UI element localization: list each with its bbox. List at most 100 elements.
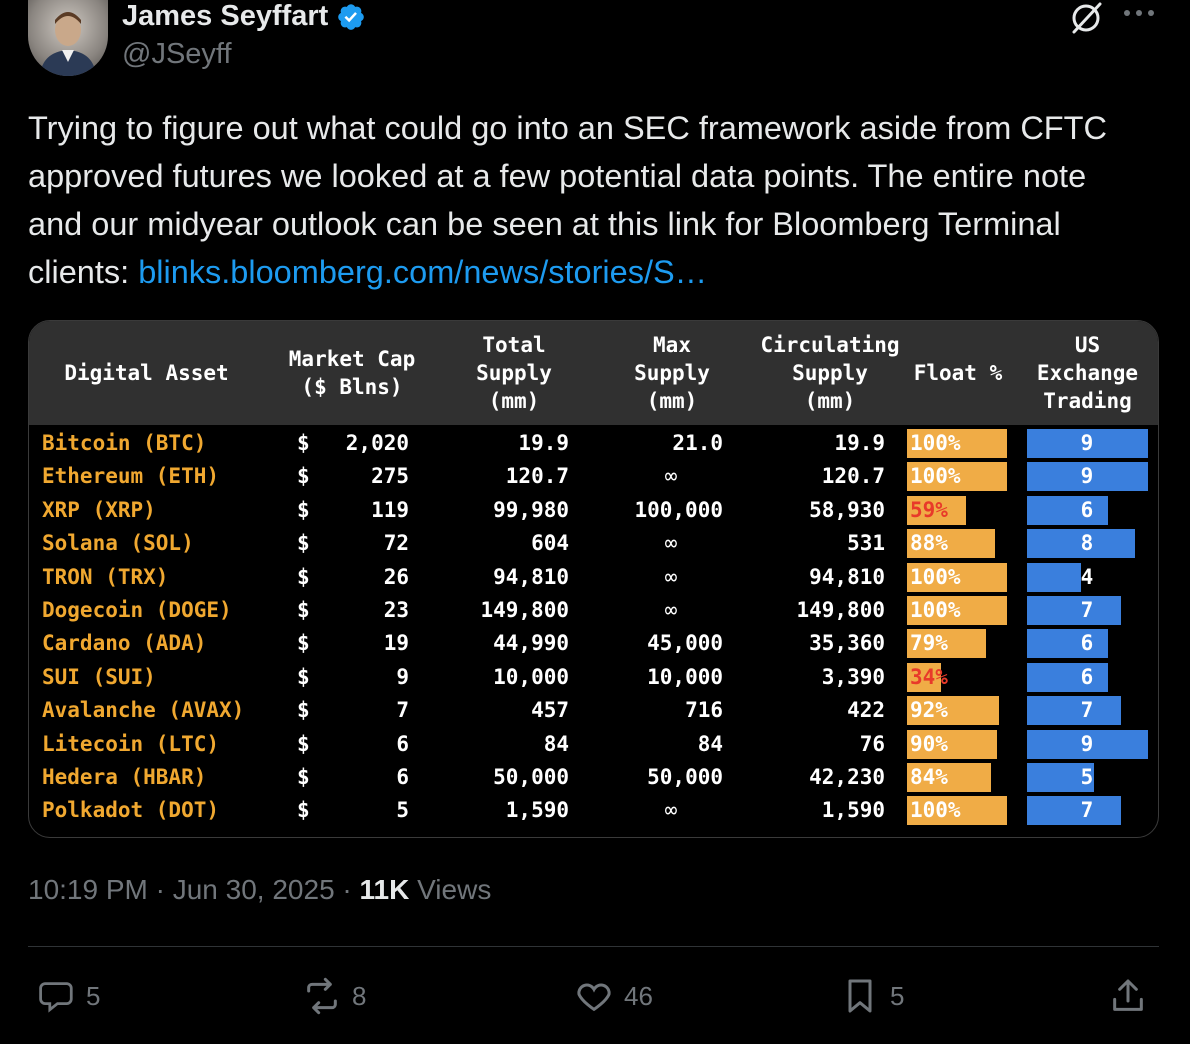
cell-float-pct: 100% [910,464,961,489]
heart-icon [577,983,611,1012]
grok-icon[interactable] [1068,0,1104,36]
cell-max-supply: 10,000 [647,664,723,689]
cell-max-supply: 50,000 [647,765,723,789]
cell-us-exchange-count: 7 [1080,698,1094,723]
cell-market-cap: 9 [396,664,409,689]
cell-max-supply: 100,000 [634,497,723,522]
table-row: XRP (XRP) $119 99,980 100,000 58,930 59% 6 [29,494,1158,527]
float-bar [907,429,1007,458]
cell-total-supply: 120.7 [505,464,569,489]
us-exchange-bar [1027,596,1121,625]
cell-us-exchange-count: 6 [1080,631,1094,656]
cell-circulating-supply: 35,360 [809,631,885,656]
like-count: 46 [624,980,653,1011]
header-digital-asset: Digital Asset [64,361,229,385]
cell-total-supply: 1,590 [505,798,569,823]
cell-us-exchange-count: 9 [1080,464,1094,489]
table-row: SUI (SUI) $9 10,000 10,000 3,390 34% 6 [29,661,1158,694]
cell-asset: Avalanche (AVAX) [42,698,245,723]
cell-market-cap: 7 [396,698,409,723]
author-name-text[interactable]: James Seyffart [122,0,329,32]
cell-dollar-sign: $ [297,564,310,589]
table-row: Solana (SOL) $72 604 ∞ 531 88% 8 [29,527,1158,560]
views-count: 11K [359,874,410,905]
cell-market-cap: 2,020 [345,431,409,455]
tweet-text: Trying to figure out what could go into … [28,104,1138,296]
cell-us-exchange-count: 6 [1080,497,1094,522]
cell-asset: XRP (XRP) [42,497,156,522]
cell-asset: Solana (SOL) [42,531,194,556]
float-bar [907,529,995,559]
tweet-meta: 10:19 PM · Jun 30, 2025 · 11K Views [28,874,491,906]
us-exchange-bar [1027,462,1148,492]
cell-asset: Litecoin (LTC) [42,731,220,756]
author-handle[interactable]: @JSeyff [122,38,232,70]
table-row: Litecoin (LTC) $6 84 84 76 90% 9 [29,728,1158,761]
cell-dollar-sign: $ [297,664,310,689]
author-name[interactable]: James Seyffart [122,0,366,33]
cell-us-exchange-count: 7 [1080,598,1094,622]
float-bar [907,729,997,759]
cell-max-supply: ∞ [664,564,678,589]
table-row: Hedera (HBAR) $6 50,000 50,000 42,230 84% 5 [29,761,1158,794]
cell-max-supply: ∞ [664,798,678,823]
cell-circulating-supply: 94,810 [809,564,885,589]
cell-max-supply: 21.0 [672,431,723,455]
cell-market-cap: 19 [383,631,409,656]
avatar[interactable] [28,0,108,76]
cell-max-supply: ∞ [664,598,678,622]
cell-float-pct: 34% [910,664,948,689]
cell-float-pct: 59% [910,497,948,522]
cell-max-supply: 45,000 [647,631,723,656]
reply-button[interactable]: 5 [36,976,100,1016]
cell-float-pct: 92% [910,698,948,723]
header-max-supply: Max Supply (mm) [634,333,710,413]
cell-us-exchange-count: 4 [1080,564,1094,589]
media-image-table[interactable]: Digital Asset Market Cap ($ Blns) Total … [28,320,1159,838]
cell-asset: Hedera (HBAR) [42,765,207,789]
cell-asset: SUI (SUI) [42,664,156,689]
us-exchange-bar [1027,763,1094,792]
float-bar [907,696,999,726]
cell-total-supply: 99,980 [493,497,569,522]
float-bar [907,596,1007,625]
table-row: TRON (TRX) $26 94,810 ∞ 94,810 100% 4 [29,561,1158,594]
tweet-link[interactable]: blinks.bloomberg.com/news/stories/S… [138,254,708,290]
share-button[interactable] [1108,976,1148,1016]
repost-button[interactable]: 8 [302,976,366,1016]
cell-float-pct: 100% [910,564,961,589]
like-button[interactable]: 46 [574,976,653,1016]
cell-total-supply: 19.9 [518,431,569,455]
float-bar [907,495,966,525]
cell-asset: Polkadot (DOT) [42,798,220,823]
cell-us-exchange-count: 7 [1080,798,1094,823]
cell-us-exchange-count: 9 [1080,731,1094,756]
header-circulating-supply: Circulating Supply (mm) [760,333,900,413]
cell-us-exchange-count: 9 [1080,431,1094,455]
tweet-timestamp[interactable]: 10:19 PM · Jun 30, 2025 · [28,874,360,905]
repost-count: 8 [352,980,367,1011]
cell-circulating-supply: 149,800 [796,598,885,622]
us-exchange-bar [1027,629,1108,659]
table-row: Avalanche (AVAX) $7 457 716 422 92% 7 [29,694,1158,727]
float-bar [907,662,941,692]
cell-market-cap: 5 [396,798,409,823]
table-row: Bitcoin (BTC) $2,020 19.9 21.0 19.9 100% 9 [29,427,1158,460]
cell-float-pct: 79% [910,631,948,656]
cell-max-supply: 84 [697,731,723,756]
views-label: Views [409,874,492,905]
cell-market-cap: 6 [396,765,409,789]
float-bar [907,796,1007,826]
cell-market-cap: 6 [396,731,409,756]
float-bar [907,462,1007,492]
cell-dollar-sign: $ [297,598,310,622]
cell-asset: Dogecoin (DOGE) [42,598,232,622]
bookmark-button[interactable]: 5 [840,976,904,1016]
cell-dollar-sign: $ [297,464,310,489]
cell-dollar-sign: $ [297,497,310,522]
cell-float-pct: 90% [910,731,948,756]
us-exchange-bar [1027,729,1148,759]
us-exchange-bar [1027,429,1148,458]
us-exchange-bar [1027,562,1081,592]
more-options-icon[interactable] [1124,10,1158,22]
